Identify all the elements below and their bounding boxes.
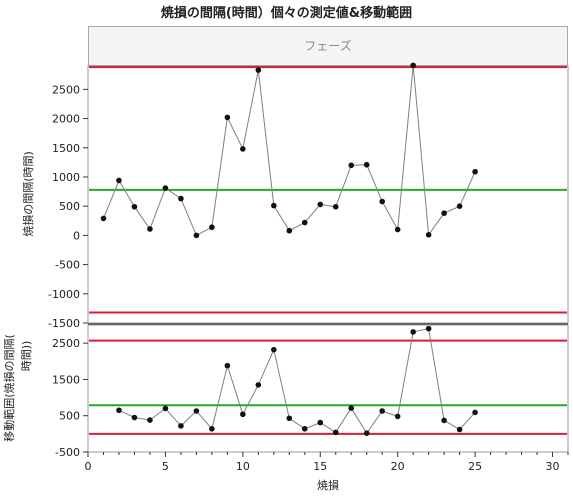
x-tick-label: 0 xyxy=(85,460,92,473)
individuals-point xyxy=(472,168,478,175)
individuals-point xyxy=(255,67,262,73)
x-tick-label: 15 xyxy=(313,460,327,473)
moving-range-point xyxy=(472,409,478,416)
individuals-y-tick-label: 1000 xyxy=(52,171,80,184)
individuals-y-tick-label: 1500 xyxy=(52,142,80,155)
individuals-point xyxy=(131,203,138,210)
moving-range-y-axis-label-line2: 時間)) xyxy=(20,341,33,372)
moving-range-point xyxy=(116,407,122,414)
individuals-y-tick-label: 0 xyxy=(73,229,80,242)
x-tick-label: 10 xyxy=(236,460,250,473)
moving-range-point xyxy=(317,419,324,426)
individuals-point xyxy=(348,162,355,169)
individuals-y-tick-label: 2000 xyxy=(52,113,80,126)
moving-range-point xyxy=(209,425,215,432)
moving-range-y-tick-label: -500 xyxy=(55,446,80,459)
individuals-point xyxy=(193,232,200,239)
moving-range-point xyxy=(286,415,293,422)
individuals-y-tick-label: 2500 xyxy=(52,83,80,96)
individuals-point xyxy=(332,203,339,210)
moving-range-y-axis-label: 移動範囲(焼損の間隔( xyxy=(2,334,16,442)
individuals-y-tick-label: -1500 xyxy=(48,317,80,330)
individuals-point xyxy=(209,224,215,231)
moving-range-point xyxy=(441,417,447,424)
individuals-y-tick-label: -1000 xyxy=(48,288,80,301)
moving-range-y-tick-label: 500 xyxy=(59,410,80,423)
individuals-y-tick-label: -500 xyxy=(55,259,80,272)
moving-range-point xyxy=(456,426,463,433)
moving-range-plot: -500 500 1500 2500 xyxy=(52,325,567,459)
individuals-plot: -1500 -1000 -500 0 500 1000 1500 2000 2500 xyxy=(48,62,567,330)
moving-range-point xyxy=(131,414,138,421)
moving-range-point xyxy=(147,417,153,423)
individuals-point xyxy=(410,62,416,69)
individuals-frame xyxy=(87,65,569,324)
individuals-point xyxy=(363,161,370,168)
individuals-point xyxy=(162,185,169,191)
moving-range-point xyxy=(224,362,231,369)
moving-range-point xyxy=(301,425,308,432)
individuals-point xyxy=(425,232,432,238)
individuals-point xyxy=(240,146,246,152)
individuals-point xyxy=(441,210,447,216)
individuals-point xyxy=(286,227,293,234)
individuals-point xyxy=(224,114,231,121)
moving-range-point xyxy=(379,408,385,414)
moving-range-point xyxy=(178,423,184,429)
individuals-point xyxy=(317,201,324,208)
chart-title: 焼損の間隔(時間）個々の測定値&移動範囲 xyxy=(160,6,413,21)
moving-range-y-tick-label: 1500 xyxy=(52,373,80,386)
x-tick-label: 30 xyxy=(546,460,560,473)
individuals-point xyxy=(147,226,153,232)
individuals-point xyxy=(456,203,463,209)
moving-range-series-line xyxy=(118,328,476,435)
individuals-series-line xyxy=(103,65,476,237)
individuals-y-axis-label: 焼損の間隔(時間) xyxy=(21,151,35,237)
moving-range-point xyxy=(332,429,339,436)
individuals-point xyxy=(116,177,122,184)
moving-range-point xyxy=(348,405,355,411)
moving-range-point xyxy=(363,430,370,436)
moving-range-point xyxy=(240,411,246,418)
individuals-point xyxy=(301,219,308,226)
individuals-point xyxy=(178,195,184,202)
moving-range-point xyxy=(193,408,200,414)
individuals-point xyxy=(379,198,385,205)
x-tick-label: 25 xyxy=(468,460,482,473)
individuals-point xyxy=(394,226,401,233)
moving-range-y-tick-label: 2500 xyxy=(52,337,80,350)
moving-range-point xyxy=(271,346,277,353)
individuals-point xyxy=(100,215,107,222)
x-tick-label: 5 xyxy=(162,460,169,473)
moving-range-point xyxy=(425,325,432,332)
x-tick-label: 20 xyxy=(391,460,405,473)
moving-range-point xyxy=(394,413,401,420)
x-axis: 0 5 10 15 20 25 30 xyxy=(85,452,569,473)
moving-range-point xyxy=(255,382,262,388)
moving-range-point xyxy=(410,329,416,335)
moving-range-point xyxy=(162,405,169,412)
individuals-y-tick-label: 500 xyxy=(59,200,80,213)
x-axis-label: 焼損 xyxy=(317,478,339,492)
individuals-point xyxy=(271,202,277,209)
